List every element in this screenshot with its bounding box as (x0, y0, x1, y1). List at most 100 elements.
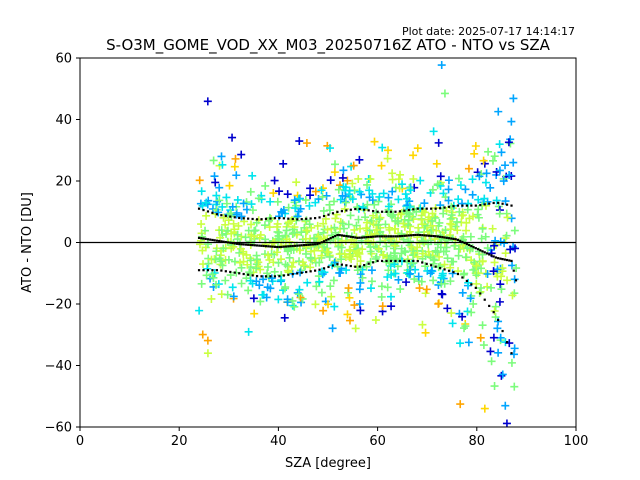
scatter-point (258, 290, 267, 299)
std-lower-curve-point (197, 269, 201, 272)
scatter-point (237, 232, 246, 241)
y-tick-label-5: 40 (55, 113, 72, 128)
scatter-point (429, 276, 438, 285)
scatter-point (374, 244, 383, 253)
scatter-point (507, 117, 516, 126)
scatter-point (247, 200, 256, 209)
scatter-point (263, 283, 272, 292)
scatter-point (349, 161, 358, 170)
scatter-point (491, 236, 500, 245)
scatter-point (295, 285, 304, 294)
scatter-point (346, 211, 355, 220)
mean-curve-point (302, 244, 306, 247)
scatter-point (237, 150, 246, 159)
scatter-point (420, 199, 429, 208)
scatter-point (341, 198, 350, 207)
scatter-point (478, 224, 487, 233)
scatter-point (372, 252, 381, 261)
scatter-point (330, 302, 339, 311)
scatter-point (502, 209, 511, 218)
std-lower-curve-point (456, 272, 460, 276)
mean-curve-point (430, 234, 433, 237)
mean-curve-point (505, 258, 509, 262)
scatter-point (468, 190, 477, 199)
mean-curve-point (403, 234, 406, 237)
scatter-point (437, 289, 446, 298)
std-upper-curve-point (380, 210, 384, 213)
scatter-point (338, 173, 347, 182)
scatter-point (363, 200, 372, 209)
std-lower-curve-point (421, 261, 424, 264)
scatter-point (400, 215, 409, 224)
scatter-point (356, 306, 365, 315)
mean-curve-point (423, 234, 426, 237)
scatter-point (478, 321, 487, 330)
std-upper-curve-point (211, 211, 214, 214)
std-lower-curve-point (349, 264, 352, 268)
scatter-point (418, 320, 427, 329)
mean-curve-point (367, 235, 370, 239)
scatter-point (290, 196, 299, 205)
scatter-point (385, 223, 394, 232)
scatter-point (270, 267, 279, 276)
mean-curve-point (358, 236, 361, 239)
scatter-point (375, 192, 384, 201)
scatter-point (252, 264, 261, 273)
mean-curve-point (412, 234, 415, 237)
scatter-point (490, 382, 499, 391)
mean-curve-point (197, 236, 201, 239)
scatter-point (424, 240, 433, 249)
scatter-point (318, 192, 327, 201)
std-upper-curve (197, 201, 513, 221)
scatter-point (247, 232, 256, 241)
scatter-point (497, 285, 506, 294)
mean-curve-point (327, 238, 330, 241)
scatter-point (507, 214, 516, 223)
std-upper-curve-point (327, 213, 330, 216)
scatter-point (197, 187, 206, 196)
std-upper-curve-point (247, 217, 250, 220)
x-axis: 0 20 40 60 80 100 (76, 427, 589, 449)
x-tick-label-5: 100 (564, 434, 589, 449)
std-lower-curve-point (430, 264, 433, 267)
scatter-point (362, 224, 371, 233)
scatter-point (214, 208, 223, 217)
scatter-point (502, 231, 511, 240)
scatter-point (404, 237, 413, 246)
scatter-point (413, 144, 422, 153)
mean-curve-point (240, 243, 243, 246)
scatter-point (203, 240, 212, 249)
scatter-point (351, 324, 360, 333)
scatter-point (237, 263, 246, 272)
mean-curve-point (441, 236, 444, 239)
scatter-point (407, 242, 416, 251)
mean-curve-point (264, 245, 268, 248)
std-lower-curve-point (282, 274, 285, 277)
scatter-point (384, 193, 393, 202)
std-upper-curve-point (385, 210, 388, 213)
mean-curve-point (510, 259, 513, 263)
scatter-point (507, 358, 516, 367)
scatter-points-layer (195, 61, 521, 428)
mean-curve-point (374, 235, 377, 238)
scatter-point (399, 219, 408, 228)
scatter-point (435, 218, 444, 227)
scatter-point (265, 216, 273, 225)
scatter-point (402, 278, 411, 287)
scatter-point (237, 212, 246, 221)
mean-curve-point (320, 241, 323, 244)
mean-curve-point (222, 240, 225, 243)
scatter-point (426, 253, 435, 262)
std-lower-curve-point (501, 329, 504, 333)
std-lower-curve-point (385, 259, 388, 263)
scatter-point (356, 257, 365, 266)
std-lower-curve-point (492, 311, 495, 314)
mean-curve-point (474, 247, 477, 250)
scatter-point (473, 168, 482, 177)
mean-curve-point (485, 252, 489, 255)
scatter-point (246, 187, 255, 196)
scatter-point (462, 226, 471, 235)
mean-curve-point (329, 237, 332, 240)
scatter-point (313, 221, 322, 230)
scatter-point (203, 336, 212, 345)
